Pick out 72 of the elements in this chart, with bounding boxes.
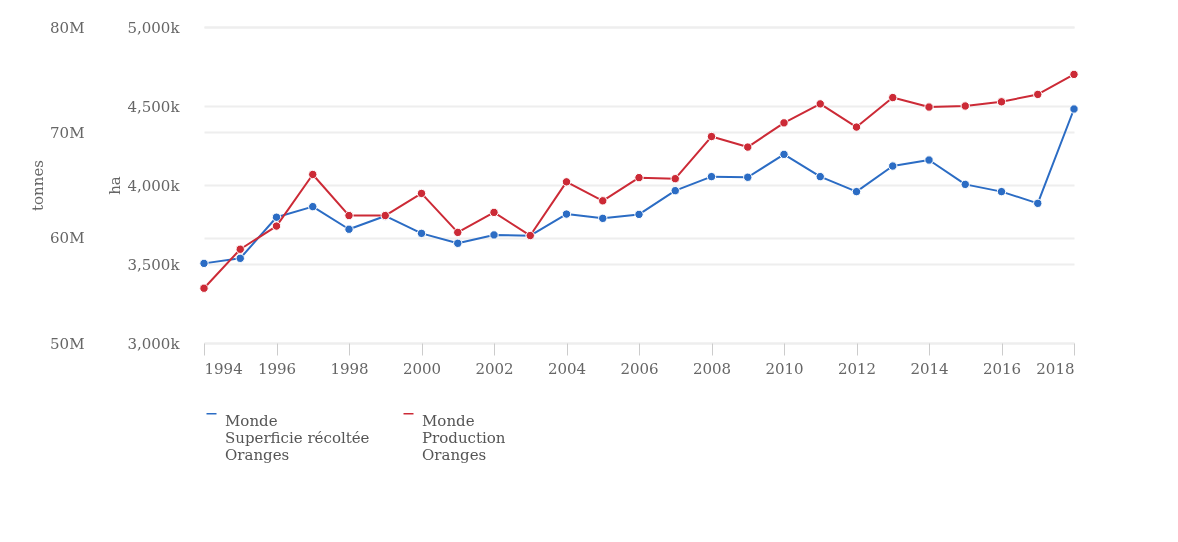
point: [489, 207, 499, 218]
point: [598, 196, 608, 206]
x-tick-label: 2000: [402, 359, 442, 378]
x-tick-label: 2018: [1036, 359, 1075, 378]
point: [706, 171, 717, 182]
point: [1033, 198, 1043, 208]
point: [235, 244, 245, 254]
point: [815, 99, 825, 109]
x-tick-label: 2004: [547, 359, 587, 378]
point: [960, 101, 970, 111]
x-tick-label: 1994: [204, 359, 243, 378]
point: [1069, 104, 1079, 114]
x-tick-label: 1998: [330, 359, 369, 378]
point: [670, 186, 680, 196]
legend-label: Monde Production Oranges: [422, 411, 506, 464]
point: [996, 186, 1007, 197]
y-tick-label: 4,000k: [127, 176, 181, 195]
x-tick-label: 2010: [765, 359, 804, 378]
x-tick-label: 2002: [475, 359, 514, 378]
y2-tick-label: 60M: [50, 229, 85, 248]
point: [706, 131, 717, 142]
point: [453, 227, 463, 238]
point: [779, 149, 789, 160]
point: [743, 172, 753, 182]
point: [779, 118, 789, 128]
point: [199, 283, 209, 293]
y2-tick-label: 70M: [50, 123, 85, 142]
point: [344, 224, 354, 234]
point: [1033, 89, 1043, 100]
point: [561, 209, 572, 219]
point: [308, 169, 318, 180]
x-tick-label: 2016: [982, 359, 1022, 378]
point: [235, 253, 245, 263]
x-tick-label: 2014: [910, 359, 949, 378]
point: [996, 97, 1007, 107]
y-axis-title: ha: [106, 176, 125, 195]
y-tick-label: 3,500k: [127, 255, 181, 274]
x-tick-label: 1996: [257, 359, 297, 378]
point: [308, 201, 318, 212]
x-tick-label: 2008: [692, 359, 732, 378]
y-tick-label: 3,000k: [127, 334, 181, 353]
point: [199, 258, 209, 269]
y2-tick-label: 50M: [50, 334, 85, 353]
point: [271, 212, 282, 222]
x-tick-label: 2012: [837, 359, 877, 378]
point: [851, 186, 862, 197]
point: [416, 228, 427, 239]
point: [670, 174, 680, 184]
point: [598, 213, 608, 224]
point: [416, 188, 427, 199]
point: [489, 230, 499, 240]
point: [1069, 69, 1079, 80]
point: [960, 179, 970, 190]
point: [634, 209, 644, 220]
point: [271, 221, 282, 231]
point: [888, 161, 898, 171]
point: [453, 238, 463, 248]
y2-axis-title: tonnes: [29, 160, 48, 211]
x-tick-label: 2006: [620, 359, 659, 378]
y-tick-label: 5,000k: [127, 18, 181, 37]
legend-label: Monde Superficie récoltée Oranges: [225, 411, 370, 464]
point: [924, 102, 934, 112]
y2-tick-label: 80M: [50, 18, 85, 37]
point: [888, 92, 898, 103]
point: [561, 177, 572, 187]
point: [924, 155, 934, 165]
point: [634, 172, 644, 183]
point: [344, 210, 354, 221]
y-tick-label: 4,500k: [127, 97, 181, 116]
point: [851, 122, 862, 132]
point: [815, 171, 825, 182]
point: [743, 142, 753, 152]
